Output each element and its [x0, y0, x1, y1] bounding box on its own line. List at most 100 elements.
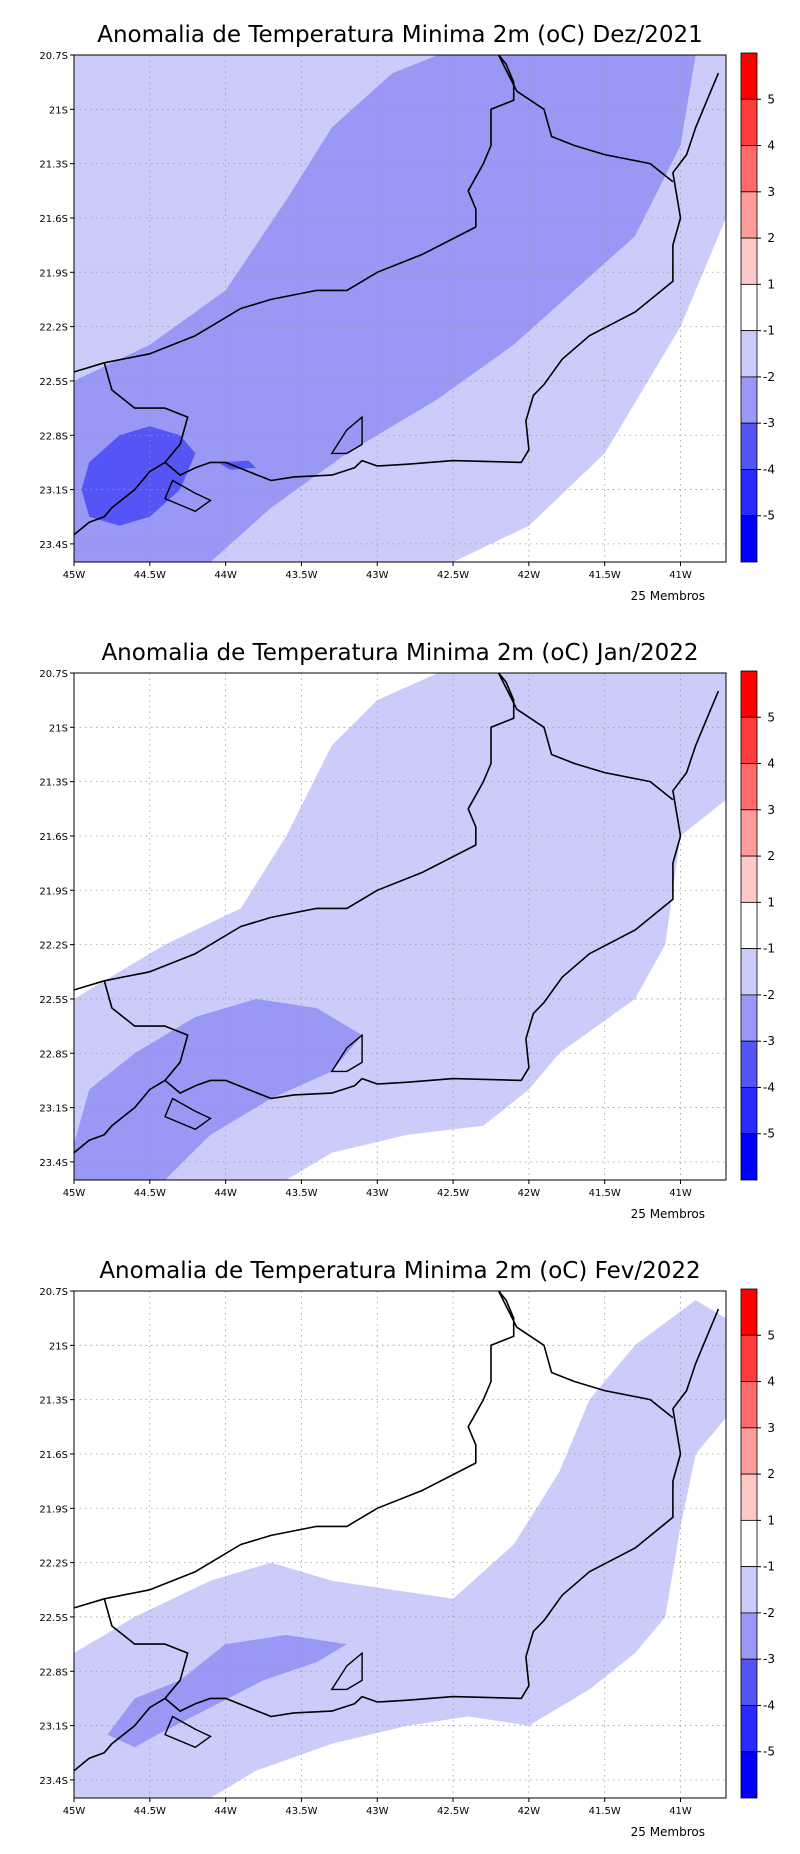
coastline	[74, 72, 720, 536]
latitude-tick-label: 21.3S	[39, 1396, 68, 1407]
colorbar-swatch	[740, 515, 758, 563]
anomaly-field	[74, 55, 726, 562]
latitude-tick-label: 21.9S	[39, 886, 68, 897]
colorbar-swatch	[740, 901, 758, 950]
latitude-tick-label: 21.3S	[39, 778, 68, 789]
latitude-tick-label: 22.2S	[39, 1559, 68, 1570]
colorbar-swatch	[740, 1381, 758, 1429]
colorbar-swatch	[740, 52, 758, 100]
latitude-tick-labels: 20.7S 21S 21.3S 21.6S 21.9S 22.2S 22.5S 22.8S 23…	[39, 51, 74, 551]
longitude-tick-label: 41.5W	[589, 1188, 621, 1199]
colorbar-swatch	[740, 98, 758, 146]
latitude-tick-label: 21.6S	[39, 214, 68, 225]
latitude-tick-label: 21.3S	[39, 160, 68, 171]
colorbar-level-label: -2	[763, 988, 775, 1002]
colorbar-level-label: 3	[767, 1421, 775, 1435]
latitude-tick-label: 22.5S	[39, 1613, 68, 1624]
map-frame	[73, 672, 727, 1181]
longitude-tick-label: 42W	[518, 1188, 541, 1199]
longitude-tick-label: 44.5W	[134, 1806, 166, 1817]
colorbar-level-label: -4	[763, 462, 775, 476]
state-border	[103, 362, 189, 463]
latitude-tick-label: 21S	[49, 105, 68, 116]
latitude-tick-label: 21.6S	[39, 832, 68, 843]
latitude-tick-label: 21S	[49, 723, 68, 734]
colorbar-swatch	[740, 670, 758, 718]
colorbar-level-label: 4	[767, 139, 775, 153]
island-outline	[164, 479, 212, 513]
island-outline	[164, 1097, 212, 1131]
island-outline	[330, 415, 363, 455]
map-panel-3: Anomalia de Temperatura Minima 2m (oC) F…	[39, 1258, 775, 1839]
colorbar-swatch	[740, 1566, 758, 1614]
latitude-tick-label: 20.7S	[39, 51, 68, 62]
island-outline	[164, 1715, 212, 1749]
colorbar-swatch	[740, 376, 758, 424]
longitude-tick-label: 41.5W	[589, 1806, 621, 1817]
longitude-tick-label: 42.5W	[437, 1806, 469, 1817]
longitude-tick-label: 44W	[214, 570, 237, 581]
latitude-tick-label: 22.5S	[39, 995, 68, 1006]
coastline	[74, 690, 720, 1154]
latitude-tick-label: 22.2S	[39, 941, 68, 952]
island-outline	[330, 1033, 363, 1073]
colorbar-level-label: -2	[763, 370, 775, 384]
longitude-tick-labels: 45W 44.5W 44W 43.5W 43W 42.5W 42W 41.5W 41W	[63, 1798, 692, 1817]
map-panel-2: Anomalia de Temperatura Minima 2m (oC) J…	[39, 640, 775, 1221]
latitude-tick-label: 20.7S	[39, 669, 68, 680]
longitude-tick-label: 44.5W	[134, 570, 166, 581]
colorbar-swatch	[740, 855, 758, 903]
colorbar-level-label: 1	[767, 895, 775, 909]
longitude-tick-label: 44W	[214, 1806, 237, 1817]
latitude-tick-label: 23.1S	[39, 1722, 68, 1733]
colorbar-level-label: 3	[767, 803, 775, 817]
colorbar-level-label: -5	[763, 509, 775, 523]
longitude-tick-label: 45W	[63, 570, 86, 581]
colorbar-swatch	[740, 469, 758, 517]
latitude-tick-label: 23.1S	[39, 1104, 68, 1115]
longitude-tick-label: 43W	[366, 1188, 389, 1199]
colorbar-swatch	[740, 1658, 758, 1706]
latitude-tick-label: 20.7S	[39, 1287, 68, 1298]
state-border	[103, 980, 189, 1081]
colorbar-swatch	[740, 191, 758, 239]
colorbar: 5 4 3 2 1 -1 -2 -3 -4 -5	[740, 670, 775, 1181]
longitude-tick-label: 41.5W	[589, 570, 621, 581]
longitude-tick-label: 44W	[214, 1188, 237, 1199]
colorbar-swatch	[740, 1334, 758, 1382]
colorbar-level-label: 5	[767, 710, 775, 724]
members-footer: 25 Membros	[631, 589, 705, 603]
longitude-tick-label: 43.5W	[285, 1806, 317, 1817]
longitude-tick-label: 42W	[518, 570, 541, 581]
longitude-tick-labels: 45W 44.5W 44W 43.5W 43W 42.5W 42W 41.5W 41W	[63, 1180, 692, 1199]
latitude-tick-label: 21S	[49, 1341, 68, 1352]
colorbar-swatch	[740, 283, 758, 332]
longitude-tick-label: 41W	[669, 1188, 692, 1199]
colorbar-level-label: 1	[767, 1513, 775, 1527]
state-border	[74, 1291, 674, 1609]
colorbar-swatch	[740, 1087, 758, 1135]
longitude-tick-label: 45W	[63, 1806, 86, 1817]
colorbar-level-label: -2	[763, 1606, 775, 1620]
colorbar-level-label: -1	[763, 942, 775, 956]
colorbar-swatch	[740, 1705, 758, 1753]
colorbar-swatch	[740, 1751, 758, 1799]
latitude-tick-label: 21.6S	[39, 1450, 68, 1461]
island-outline	[330, 1651, 363, 1691]
latitude-tick-label: 21.9S	[39, 268, 68, 279]
colorbar-level-label: -5	[763, 1127, 775, 1141]
latitude-tick-label: 23.4S	[39, 1776, 68, 1787]
anomaly-region-n1_1	[453, 218, 726, 562]
colorbar-level-label: -3	[763, 416, 775, 430]
latitude-tick-label: 22.8S	[39, 431, 68, 442]
longitude-tick-label: 42.5W	[437, 570, 469, 581]
gridlines	[74, 673, 726, 1180]
colorbar-level-label: 5	[767, 1328, 775, 1342]
anomaly-field	[74, 673, 726, 1180]
longitude-tick-label: 41W	[669, 1806, 692, 1817]
colorbar-swatch	[740, 237, 758, 285]
colorbar: 5 4 3 2 1 -1 -2 -3 -4 -5	[740, 52, 775, 563]
colorbar-swatch	[740, 1288, 758, 1336]
coastline-and-borders	[74, 1291, 720, 1772]
colorbar-level-label: 2	[767, 231, 775, 245]
